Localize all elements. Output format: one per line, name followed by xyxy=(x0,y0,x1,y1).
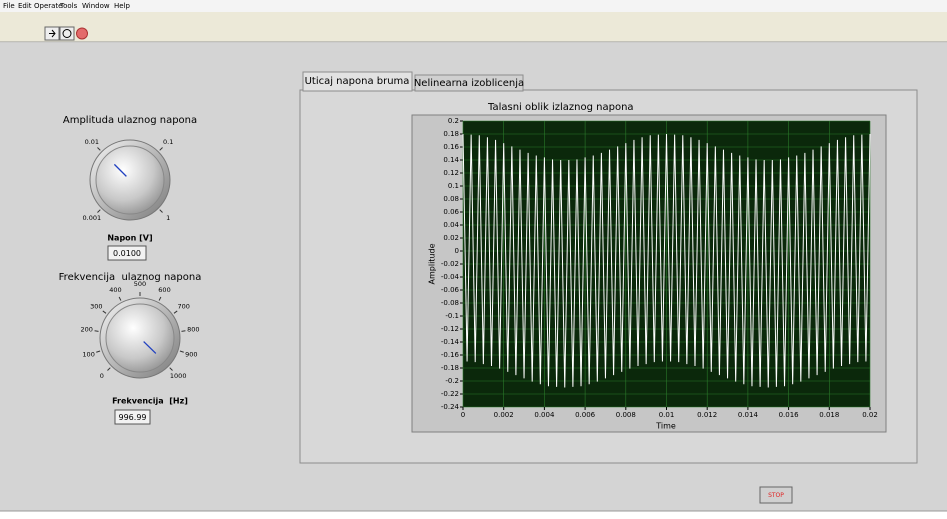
menu-item: Edit xyxy=(18,2,32,10)
knob-tick-label: 0.1 xyxy=(163,138,173,146)
toolbar-buttons xyxy=(45,27,88,40)
control-title: Amplituda ulaznog napona xyxy=(63,115,197,126)
control-title: Frekvencija ulaznog napona xyxy=(59,272,202,283)
knob-tick-label: 400 xyxy=(109,286,121,294)
menu-item: Help xyxy=(114,2,131,10)
menu-item: Operate xyxy=(34,2,62,10)
run-continuous-button[interactable] xyxy=(60,27,74,40)
front-panel: Uticaj napona bruma Nelinearna izoblicen… xyxy=(0,0,947,519)
y-tick-label: 0.16 xyxy=(443,143,459,151)
x-tick-label: 0.018 xyxy=(819,411,839,419)
x-tick-label: 0.008 xyxy=(616,411,636,419)
knob-tick xyxy=(181,331,185,332)
value-display: 0.0100 xyxy=(113,249,141,258)
y-tick-label: -0.2 xyxy=(445,377,459,385)
y-tick-label: -0.18 xyxy=(441,364,459,372)
y-axis-label: Amplitude xyxy=(428,243,437,284)
y-tick-label: -0.1 xyxy=(445,312,459,320)
toolbar xyxy=(0,12,947,42)
tab-label: Nelinearna izoblicenja xyxy=(414,78,524,89)
y-tick-label: -0.06 xyxy=(441,286,460,294)
x-tick-label: 0.014 xyxy=(738,411,759,419)
menu-item: File xyxy=(3,2,15,10)
menu-item: Tools xyxy=(59,2,78,10)
value-display: 996.99 xyxy=(119,413,147,422)
y-tick-label: 0.04 xyxy=(443,221,459,229)
knob-tick-label: 800 xyxy=(187,326,199,334)
x-tick-label: 0.02 xyxy=(862,411,878,419)
y-tick-label: 0.02 xyxy=(443,234,459,242)
y-tick-label: -0.24 xyxy=(441,403,460,411)
knob-tick-label: 0 xyxy=(100,372,104,380)
knob-tick-label: 500 xyxy=(134,280,146,288)
knob-tick-label: 700 xyxy=(177,302,189,310)
knob-tick-label: 0.001 xyxy=(83,214,102,222)
x-tick-label: 0.016 xyxy=(779,411,800,419)
y-tick-label: 0.08 xyxy=(443,195,459,203)
y-tick-label: -0.04 xyxy=(441,273,460,281)
y-tick-label: -0.08 xyxy=(441,299,459,307)
y-tick-label: 0.12 xyxy=(443,169,459,177)
y-tick-label: -0.14 xyxy=(441,338,460,346)
y-tick-label: 0.14 xyxy=(443,156,459,164)
y-tick-label: 0.1 xyxy=(448,182,459,190)
knob-tick-label: 1000 xyxy=(170,372,187,380)
x-tick-label: 0.004 xyxy=(534,411,555,419)
control-label: Napon [V] xyxy=(107,234,152,243)
knob-tick-label: 900 xyxy=(185,351,197,359)
y-tick-label: -0.12 xyxy=(441,325,459,333)
x-axis-label: Time xyxy=(655,422,676,431)
y-tick-label: 0.06 xyxy=(443,208,459,216)
knob-tick-label: 200 xyxy=(80,326,92,334)
knob-tick-label: 100 xyxy=(82,351,94,359)
x-tick-label: 0.01 xyxy=(659,411,675,419)
page: Uticaj napona bruma Nelinearna izoblicen… xyxy=(0,0,947,519)
y-tick-label: -0.22 xyxy=(441,390,459,398)
knob xyxy=(96,146,164,214)
y-tick-label: -0.02 xyxy=(441,260,459,268)
x-tick-label: 0.012 xyxy=(697,411,717,419)
knob-tick-label: 300 xyxy=(90,302,102,310)
knob xyxy=(106,304,174,372)
knob-tick-label: 0.01 xyxy=(85,138,99,146)
menu-bar xyxy=(0,0,947,12)
menu-item: Window xyxy=(82,2,110,10)
x-tick-label: 0.006 xyxy=(575,411,596,419)
y-tick-label: 0 xyxy=(455,247,459,255)
tab-label: Uticaj napona bruma xyxy=(305,76,410,87)
knob-tick-label: 1 xyxy=(166,214,170,222)
x-tick-label: 0.002 xyxy=(494,411,514,419)
knob-tick xyxy=(95,331,99,332)
stop-label: STOP xyxy=(768,492,784,499)
y-tick-label: 0.18 xyxy=(443,130,459,138)
y-tick-label: -0.16 xyxy=(441,351,460,359)
abort-button[interactable] xyxy=(77,28,88,39)
chart-title: Talasni oblik izlaznog napona xyxy=(487,102,634,113)
y-tick-label: 0.2 xyxy=(448,117,459,125)
knob-tick-label: 600 xyxy=(158,286,170,294)
x-tick-label: 0 xyxy=(461,411,465,419)
control-label: Frekvencija [Hz] xyxy=(112,397,188,406)
